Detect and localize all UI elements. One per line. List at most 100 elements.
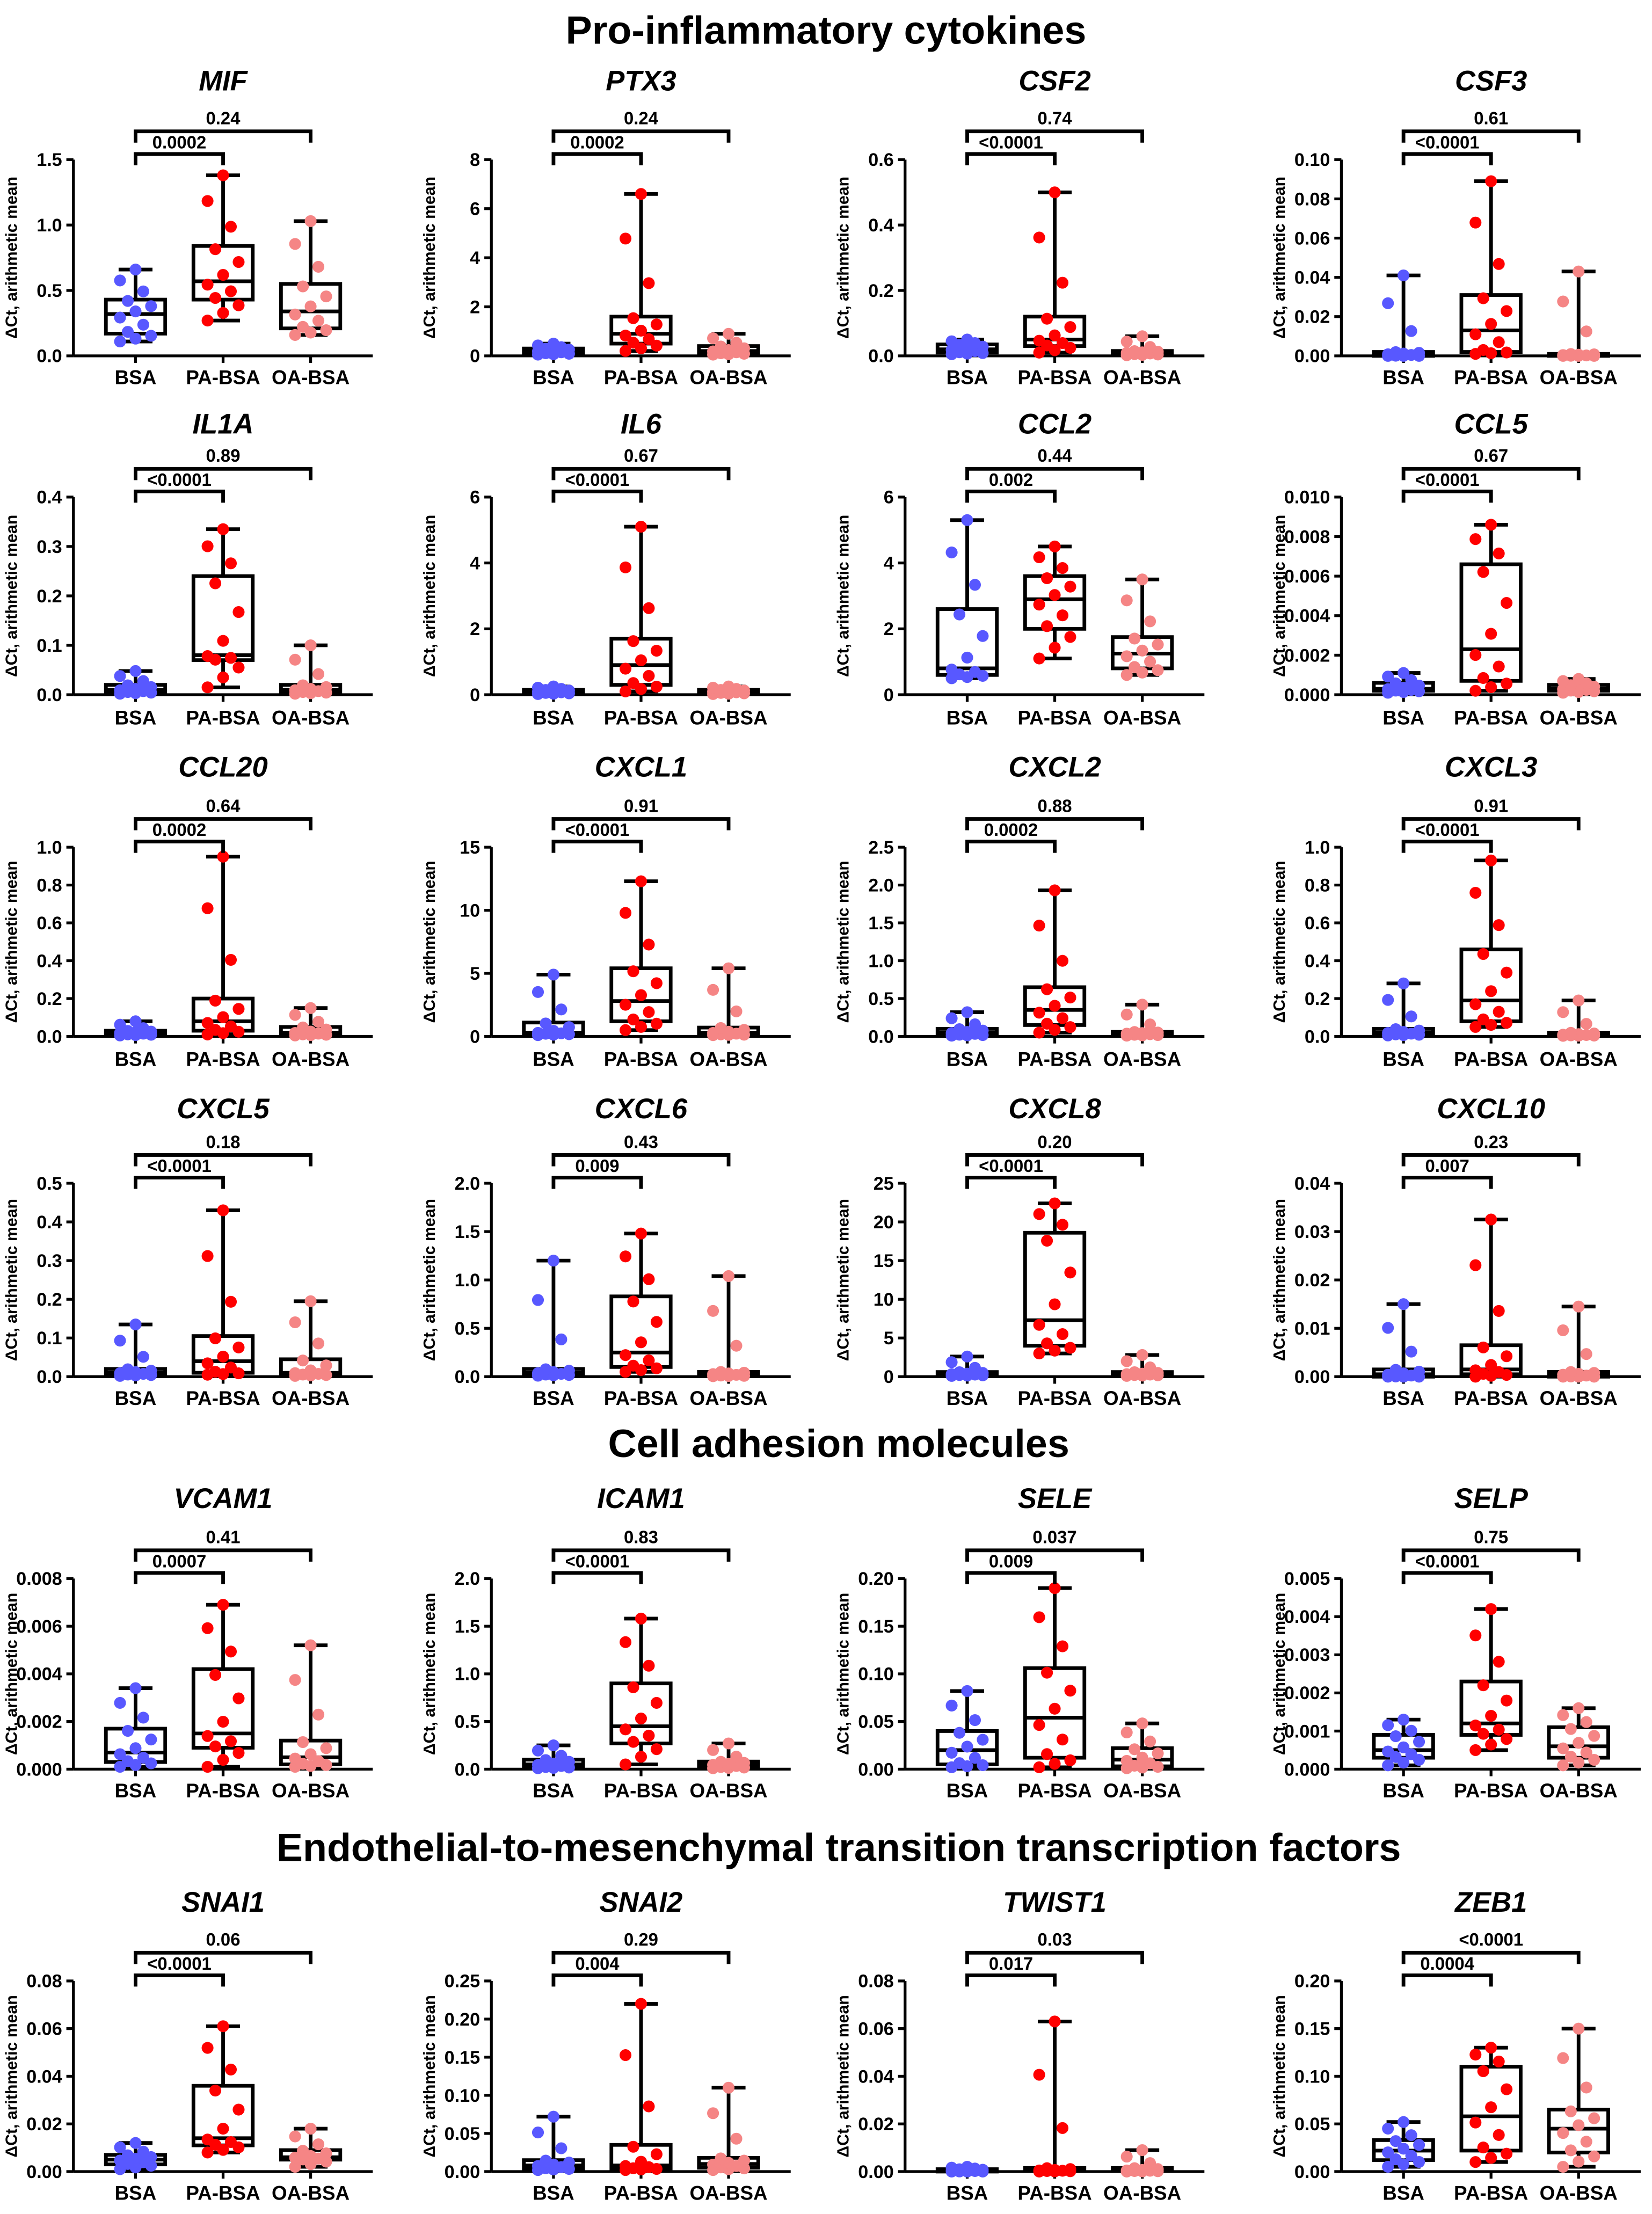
data-point bbox=[1477, 2065, 1489, 2078]
data-point bbox=[1129, 632, 1141, 645]
data-point bbox=[232, 299, 245, 311]
data-point bbox=[1144, 1361, 1156, 1374]
data-point bbox=[1120, 1355, 1133, 1367]
p-value-bsa-pa: 0.0002 bbox=[152, 820, 207, 840]
data-point bbox=[304, 1295, 317, 1307]
data-point bbox=[137, 285, 149, 297]
y-tick-label: 8 bbox=[470, 150, 480, 170]
p-value-bsa-pa: 0.0002 bbox=[984, 820, 1038, 840]
data-point bbox=[1041, 1235, 1053, 1247]
data-point bbox=[217, 2123, 229, 2135]
data-point bbox=[953, 1023, 966, 1036]
data-point bbox=[715, 1756, 727, 1768]
y-tick-label: 10 bbox=[874, 1290, 894, 1310]
data-point bbox=[1033, 1208, 1045, 1220]
data-point bbox=[643, 1729, 655, 1742]
data-point bbox=[1493, 1656, 1505, 1668]
y-tick-label: 0.04 bbox=[1294, 1174, 1330, 1194]
data-point bbox=[620, 1636, 632, 1648]
box-iqr bbox=[1023, 1230, 1087, 1348]
data-point bbox=[1049, 1582, 1061, 1594]
p-value-bsa-oa: 0.83 bbox=[624, 1527, 658, 1547]
data-point bbox=[320, 1023, 332, 1036]
data-point bbox=[114, 2141, 126, 2153]
y-axis-label: ΔCt, arithmetic mean bbox=[3, 515, 21, 677]
data-point bbox=[1501, 2083, 1513, 2095]
significance-bracket-bsa-pa bbox=[1401, 1176, 1493, 1189]
y-tick-label: 0.006 bbox=[16, 1616, 62, 1637]
y-tick-label: 1.5 bbox=[868, 913, 894, 934]
data-point bbox=[232, 1341, 245, 1353]
data-point bbox=[627, 677, 639, 689]
data-point bbox=[643, 669, 655, 682]
data-point bbox=[1136, 999, 1148, 1011]
data-point bbox=[945, 1699, 958, 1712]
panel-snai1: SNAI1 0.00 0.02 0.04 0.06 0.08 ΔCt, arithmetic… bbox=[3, 1887, 373, 2204]
data-point bbox=[1144, 1018, 1156, 1031]
data-point bbox=[1493, 1006, 1505, 1018]
data-point bbox=[224, 1295, 237, 1308]
y-tick-label: 1.5 bbox=[37, 150, 62, 170]
data-point bbox=[1049, 1298, 1061, 1310]
data-point bbox=[1573, 2022, 1585, 2035]
x-tick-label: OA-BSA bbox=[689, 2182, 767, 2204]
data-point bbox=[1049, 329, 1061, 341]
x-tick-label: OA-BSA bbox=[689, 1048, 767, 1070]
data-point bbox=[643, 1006, 655, 1018]
data-point bbox=[635, 1021, 647, 1033]
data-point bbox=[201, 650, 214, 662]
y-tick-label: 0.3 bbox=[37, 1251, 62, 1271]
data-point bbox=[1064, 580, 1076, 593]
data-point bbox=[635, 1336, 647, 1349]
y-tick-label: 0.20 bbox=[1294, 1971, 1330, 1992]
data-point bbox=[1033, 1007, 1045, 1019]
data-point bbox=[114, 274, 126, 287]
y-tick-label: 0 bbox=[470, 685, 480, 705]
x-tick-label: PA-BSA bbox=[186, 1780, 260, 1802]
data-point bbox=[1588, 1753, 1600, 1766]
x-tick-label: PA-BSA bbox=[1017, 707, 1091, 729]
data-point bbox=[232, 1747, 245, 1759]
y-tick-label: 6 bbox=[470, 199, 480, 220]
y-tick-label: 0.04 bbox=[1294, 267, 1330, 288]
y-axis-label: ΔCt, arithmetic mean bbox=[3, 1199, 21, 1361]
data-point bbox=[635, 521, 647, 533]
p-value-bsa-pa: <0.0001 bbox=[979, 132, 1043, 152]
data-point bbox=[1501, 305, 1513, 317]
data-point bbox=[969, 1018, 981, 1030]
x-tick-label: PA-BSA bbox=[186, 707, 260, 729]
data-point bbox=[1469, 684, 1482, 697]
significance-bracket-bsa-pa bbox=[965, 489, 1057, 503]
data-point bbox=[715, 340, 727, 353]
data-point bbox=[1477, 566, 1489, 578]
x-tick-label: OA-BSA bbox=[1103, 366, 1181, 388]
data-point bbox=[1493, 2055, 1505, 2068]
data-point bbox=[1413, 2139, 1425, 2151]
p-value-bsa-pa: 0.007 bbox=[1425, 1156, 1469, 1176]
data-point bbox=[635, 989, 647, 1001]
data-point bbox=[1136, 1717, 1148, 1730]
data-point bbox=[722, 2081, 735, 2094]
y-tick-label: 0.4 bbox=[868, 215, 894, 236]
box-pa-bsa bbox=[1459, 854, 1523, 1033]
significance-bracket-bsa-oa bbox=[551, 817, 731, 831]
y-tick-label: 0.2 bbox=[37, 586, 62, 607]
data-point bbox=[1064, 1685, 1076, 1697]
y-tick-label: 0.0 bbox=[868, 346, 894, 367]
box-oa-bsa bbox=[279, 215, 343, 341]
y-tick-label: 0.04 bbox=[26, 2066, 62, 2087]
data-point bbox=[532, 681, 544, 694]
data-point bbox=[1049, 2015, 1061, 2028]
data-point bbox=[232, 2103, 245, 2116]
x-tick-label: PA-BSA bbox=[1017, 1387, 1091, 1409]
panel-cxcl6: CXCL6 0.0 0.5 1.0 1.5 2.0 ΔCt, arithmetic mean… bbox=[421, 1093, 791, 1409]
data-point bbox=[707, 332, 719, 345]
data-point bbox=[320, 290, 332, 303]
y-tick-label: 6 bbox=[884, 487, 894, 508]
data-point bbox=[1136, 1751, 1148, 1764]
data-point bbox=[1557, 295, 1569, 308]
box-oa-bsa bbox=[697, 962, 760, 1042]
box-pa-bsa bbox=[1459, 2042, 1523, 2168]
y-axis-label: ΔCt, arithmetic mean bbox=[3, 177, 21, 339]
data-point bbox=[312, 315, 325, 327]
